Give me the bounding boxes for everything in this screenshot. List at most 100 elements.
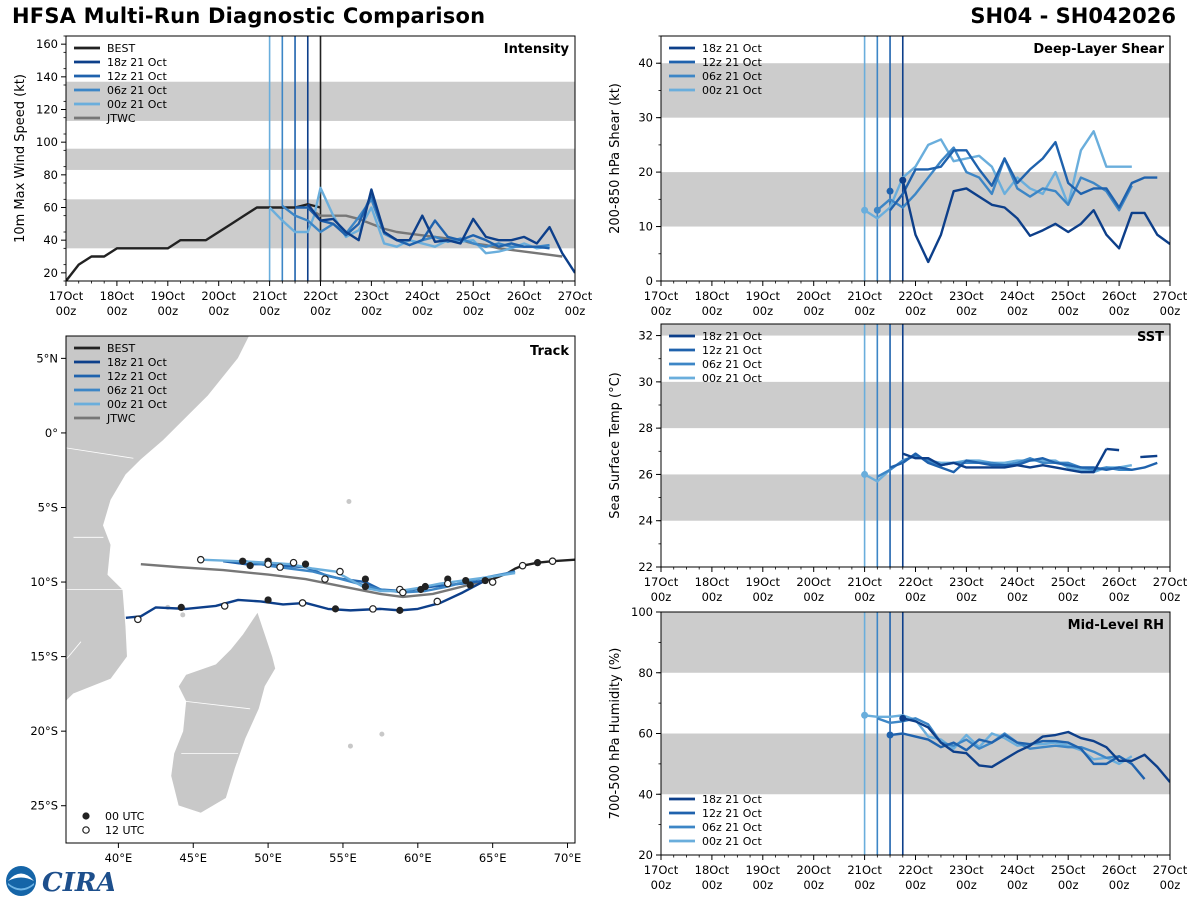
track-point-00utc: [417, 585, 425, 594]
storm-id: SH04 - SH042026: [970, 4, 1176, 28]
panel-title: Track: [530, 344, 569, 359]
x-tick-label-hour: 00z: [514, 304, 535, 318]
y-tick-label: 20: [638, 848, 653, 862]
x-tick-label: 27Oct: [558, 289, 593, 303]
legend-label: 00z 21 Oct: [702, 372, 762, 385]
x-tick-label: 22Oct: [303, 289, 338, 303]
track-point-12utc: [264, 560, 272, 568]
x-tick-label-hour: 00z: [1007, 590, 1028, 604]
cira-logo: CIRA: [6, 866, 114, 898]
x-tick-label: 18Oct: [695, 575, 730, 589]
track-point-00utc: [239, 557, 247, 565]
legend-label: 12z 21 Oct: [107, 70, 167, 83]
x-tick-label: 17Oct: [644, 575, 679, 589]
x-tick-label: 21Oct: [252, 289, 287, 303]
x-tick-label: 27Oct: [1153, 289, 1188, 303]
track-line-BEST: [484, 558, 575, 582]
series-line-18z: [306, 188, 575, 274]
series-line-18z: [901, 180, 1170, 264]
track-panel: 40°E 45°E 50°E 55°E 60°E 65°E 70°E 5°N 0° 5°S 10°S…: [30, 335, 581, 865]
x-tick-label: 23Oct: [949, 863, 984, 877]
x-tick-label-hour: 00z: [803, 590, 824, 604]
x-tick-label: 55°E: [329, 851, 357, 865]
track-point-12utc: [321, 575, 329, 583]
x-tick-label-hour: 00z: [854, 590, 875, 604]
track-point-00utc: [331, 605, 340, 613]
y-tick-label: 40: [638, 56, 653, 70]
init-marker: [873, 206, 881, 214]
legend-label: 06z 21 Oct: [107, 84, 167, 97]
legend-label: 12z 21 Oct: [702, 56, 762, 69]
x-tick-label-hour: 00z: [905, 304, 926, 318]
y-tick-label: 60: [638, 727, 653, 741]
x-tick-label: 21Oct: [847, 863, 882, 877]
y-tick-label: 20: [638, 165, 653, 179]
y-tick-label: 0: [646, 274, 653, 288]
x-tick-label: 22Oct: [898, 863, 933, 877]
legend-label: 12z 21 Oct: [702, 807, 762, 820]
series-line-12z: [889, 452, 1158, 474]
init-marker: [899, 714, 907, 722]
noaa-wave-icon: [8, 883, 34, 891]
noaa-bird-icon: [8, 873, 34, 881]
track-point-12utc: [336, 567, 344, 576]
series-segment: [1140, 454, 1158, 459]
shaded-band: [661, 381, 1170, 429]
series-group: [861, 447, 1158, 483]
legend-label: 18z 21 Oct: [107, 356, 167, 369]
legend-label: 06z 21 Oct: [702, 821, 762, 834]
map-group: [66, 336, 575, 843]
init-marker: [861, 470, 869, 478]
legend-label: 12 UTC: [105, 824, 145, 837]
x-tick-label-hour: 00z: [854, 878, 875, 892]
x-tick-label-hour: 00z: [702, 304, 723, 318]
x-tick-label-hour: 00z: [651, 304, 672, 318]
island: [346, 499, 352, 505]
legend-label: 00z 21 Oct: [107, 398, 167, 411]
legend-label: 18z 21 Oct: [702, 793, 762, 806]
x-tick-label-hour: 00z: [956, 878, 977, 892]
x-tick-label: 27Oct: [1153, 575, 1188, 589]
legend-label: 00z 21 Oct: [702, 84, 762, 97]
island: [180, 612, 186, 618]
x-tick-label-hour: 00z: [905, 590, 926, 604]
x-tick-label-hour: 00z: [1058, 590, 1079, 604]
x-tick-label-hour: 00z: [956, 590, 977, 604]
y-tick-label: 15°S: [30, 650, 58, 664]
y-tick-label: 5°S: [38, 500, 58, 514]
x-tick-label: 26Oct: [507, 289, 542, 303]
x-tick-label: 27Oct: [1153, 863, 1188, 877]
init-marker: [886, 731, 894, 739]
track-point-00utc: [533, 559, 542, 567]
x-tick-label-hour: 00z: [157, 304, 178, 318]
x-tick-label: 20Oct: [796, 289, 831, 303]
track-point-12utc: [433, 597, 442, 606]
y-tick-label: 120: [36, 103, 58, 117]
page-title: HFSA Multi-Run Diagnostic Comparison: [12, 4, 486, 28]
y-tick-label: 80: [43, 168, 58, 182]
track-line-00z: [200, 558, 516, 593]
x-tick-label-hour: 00z: [412, 304, 433, 318]
x-tick-label-hour: 00z: [1058, 304, 1079, 318]
init-marker: [899, 176, 907, 184]
track-point-00utc: [361, 582, 370, 591]
x-tick-label: 24Oct: [1000, 575, 1035, 589]
x-tick-label: 50°E: [254, 851, 282, 865]
x-tick-label-hour: 00z: [1109, 878, 1130, 892]
x-tick-label-hour: 00z: [208, 304, 229, 318]
rh-panel: 20 40 60 80 100 700-500 hPa Humidity (%) Mid-L…: [608, 605, 1171, 862]
legend-label: BEST: [107, 342, 135, 355]
shaded-band: [661, 474, 1170, 521]
x-tick-label-hour: 00z: [565, 304, 586, 318]
legend-label: 00 UTC: [105, 810, 145, 823]
init-marker: [861, 206, 869, 214]
noaa-logo-icon: [6, 866, 36, 896]
x-tick-label: 19Oct: [746, 863, 781, 877]
legend-label: JTWC: [106, 412, 136, 425]
x-tick-label: 26Oct: [1102, 575, 1137, 589]
y-axis-label: 700-500 hPa Humidity (%): [608, 648, 623, 820]
x-tick-label-hour: 00z: [1160, 304, 1181, 318]
x-tick-label-hour: 00z: [702, 590, 723, 604]
x-tick-label-hour: 00z: [803, 878, 824, 892]
